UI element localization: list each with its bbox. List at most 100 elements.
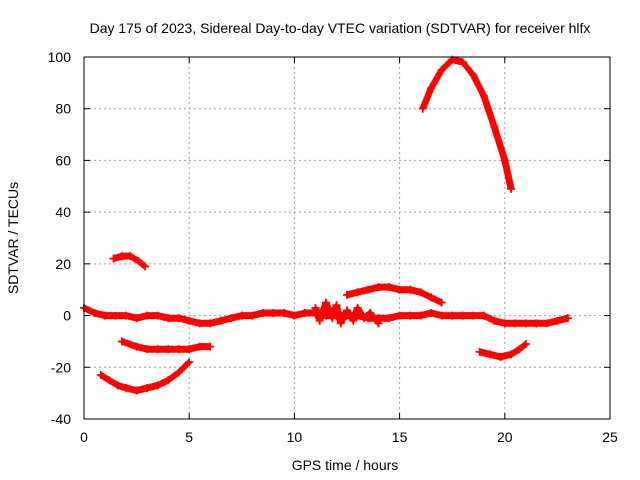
data-point (206, 342, 215, 351)
data-point (321, 298, 330, 307)
data-point (300, 308, 309, 317)
series (80, 303, 572, 328)
data-point (96, 371, 105, 380)
data-point (416, 288, 425, 297)
data-point (448, 311, 457, 320)
data-point (248, 311, 257, 320)
y-tick-label: 20 (55, 256, 71, 272)
data-point (353, 288, 362, 297)
data-point (279, 308, 288, 317)
data-point (328, 314, 337, 323)
y-axis-label: SDTVAR / TECUs (5, 182, 21, 294)
data-point (563, 314, 572, 323)
x-tick-label: 0 (80, 429, 88, 445)
data-point (479, 311, 488, 320)
data-point (475, 347, 484, 356)
data-point (469, 311, 478, 320)
series (418, 55, 516, 193)
data-point (111, 311, 120, 320)
y-tick-label: 40 (55, 204, 71, 220)
data-point (418, 104, 427, 113)
data-point (126, 252, 135, 261)
data-point (174, 345, 183, 354)
data-point (132, 386, 141, 395)
x-tick-label: 15 (392, 429, 408, 445)
series (475, 340, 530, 361)
data-point (515, 345, 524, 354)
data-point (437, 65, 446, 74)
x-tick-label: 5 (185, 429, 193, 445)
data-point (532, 319, 541, 328)
data-point (153, 381, 162, 390)
data-point (132, 314, 141, 323)
data-point (500, 156, 509, 165)
data-point (469, 71, 478, 80)
data-point (164, 376, 173, 385)
data-layer (80, 55, 572, 395)
data-point (437, 298, 446, 307)
data-point (521, 340, 530, 349)
data-point (343, 290, 351, 299)
data-point (343, 306, 351, 315)
series (343, 283, 446, 307)
series-line (110, 252, 149, 270)
data-point (479, 91, 488, 100)
data-point (490, 316, 499, 325)
data-point (122, 311, 131, 320)
y-tick-label: 100 (48, 49, 72, 65)
data-point (185, 358, 194, 367)
data-point (269, 308, 278, 317)
data-point (427, 293, 436, 302)
data-point (164, 345, 173, 354)
data-point (101, 311, 110, 320)
data-point (109, 254, 118, 263)
y-tick-label: 0 (63, 308, 71, 324)
data-point (315, 316, 324, 325)
data-point (105, 376, 114, 385)
series-line (343, 283, 446, 307)
data-point (406, 311, 415, 320)
data-point (437, 311, 446, 320)
data-point (500, 319, 509, 328)
data-point (290, 311, 299, 320)
data-point (143, 345, 152, 354)
data-point (113, 381, 122, 390)
data-point (458, 311, 467, 320)
data-point (364, 285, 373, 294)
data-point (122, 383, 131, 392)
data-point (427, 308, 436, 317)
data-point (416, 311, 425, 320)
x-axis-label: GPS time / hours (292, 457, 399, 473)
data-point (311, 303, 320, 312)
data-point (117, 252, 126, 261)
x-tick-label: 25 (602, 429, 618, 445)
data-point (385, 283, 394, 292)
series (117, 337, 215, 354)
series-line (419, 56, 515, 193)
data-point (227, 314, 236, 323)
data-point (490, 122, 499, 131)
data-point (374, 319, 383, 328)
data-point (143, 311, 152, 320)
data-point (458, 58, 467, 67)
data-point (359, 314, 368, 323)
data-point (507, 350, 516, 359)
data-point (90, 308, 99, 317)
data-point (153, 311, 162, 320)
data-point (385, 314, 394, 323)
data-point (486, 350, 495, 359)
y-tick-label: -40 (51, 411, 71, 427)
grid (84, 57, 610, 419)
y-tick-label: -20 (51, 359, 71, 375)
data-point (395, 311, 404, 320)
data-point (395, 285, 404, 294)
x-tick-label: 10 (287, 429, 303, 445)
data-point (216, 316, 225, 325)
data-point (174, 314, 183, 323)
series (311, 298, 383, 328)
series (96, 358, 194, 395)
data-point (336, 319, 345, 328)
data-point (153, 345, 162, 354)
data-point (521, 319, 530, 328)
data-point (174, 368, 183, 377)
